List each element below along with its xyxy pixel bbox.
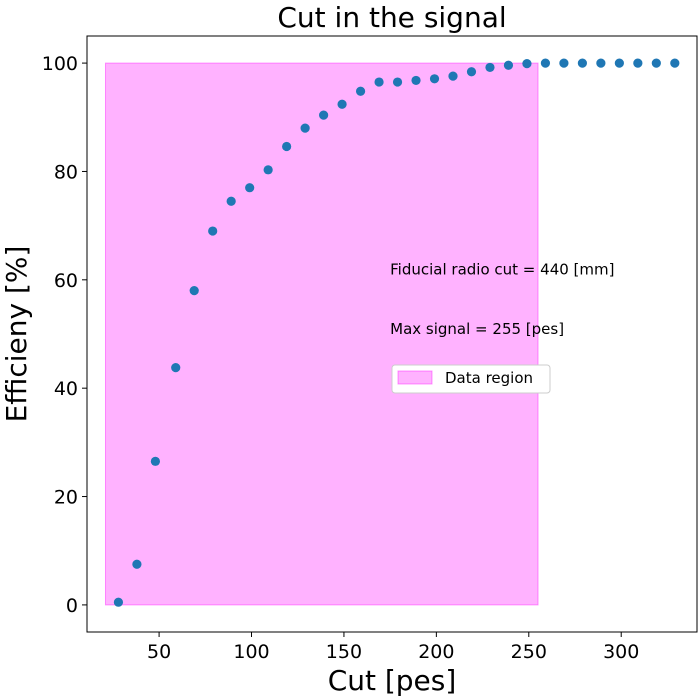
data-region-band [104, 62, 539, 606]
y-tick-label: 60 [54, 270, 78, 292]
data-point [485, 62, 495, 73]
data-point [411, 75, 421, 86]
x-tick-label: 300 [603, 641, 639, 663]
data-point [300, 123, 310, 133]
data-point [282, 141, 292, 152]
legend-frame [391, 364, 551, 394]
x-axis-label: Cut [pes] [328, 664, 457, 697]
data-point [208, 226, 218, 236]
data-point [355, 86, 366, 96]
data-point [596, 58, 606, 68]
x-tick-label: 250 [511, 641, 547, 663]
y-tick-label: 0 [66, 595, 78, 617]
legend-label-data-region: Data region [445, 369, 533, 387]
y-tick-label: 100 [42, 53, 78, 75]
data-point [189, 286, 199, 296]
axes-frame [86, 35, 698, 633]
legend-swatch-data-region [397, 370, 433, 385]
data-point [245, 183, 255, 193]
x-tick-label: 150 [326, 641, 362, 663]
data-point [150, 456, 160, 466]
y-tick-label: 80 [54, 161, 78, 183]
y-tick-label: 20 [54, 487, 78, 509]
data-point [226, 196, 236, 206]
x-tick-label: 200 [418, 641, 454, 663]
data-point [113, 597, 124, 607]
y-axis-label: Efficieny [%] [0, 246, 33, 423]
data-point [540, 58, 551, 68]
legend: Data region [391, 364, 551, 394]
data-point [319, 110, 329, 120]
data-point [374, 77, 384, 87]
annotation-fiducial-cut: Fiducial radio cut = 440 [mm] [390, 260, 614, 278]
data-point [633, 58, 643, 68]
data-point [448, 71, 458, 81]
plot-area: 50 100 150 200 250 300 0 20 40 60 80 100 [42, 35, 698, 663]
data-point [559, 58, 569, 68]
data-point [392, 77, 403, 87]
y-tick-label: 40 [54, 378, 78, 400]
data-point [132, 559, 142, 569]
annotation-max-signal: Max signal = 255 [pes] [390, 320, 564, 338]
data-point [670, 58, 680, 68]
data-point [466, 67, 477, 77]
x-tick-label: 50 [147, 641, 171, 663]
x-tick-label: 100 [233, 641, 269, 663]
data-point [522, 59, 532, 69]
data-point [503, 60, 514, 70]
data-point [171, 362, 181, 373]
data-point [337, 99, 347, 109]
data-point [614, 58, 624, 68]
chart-title: Cut in the signal [277, 1, 506, 34]
data-point [577, 58, 587, 68]
data-point [651, 58, 661, 68]
data-point [263, 165, 273, 175]
data-point [429, 74, 440, 84]
